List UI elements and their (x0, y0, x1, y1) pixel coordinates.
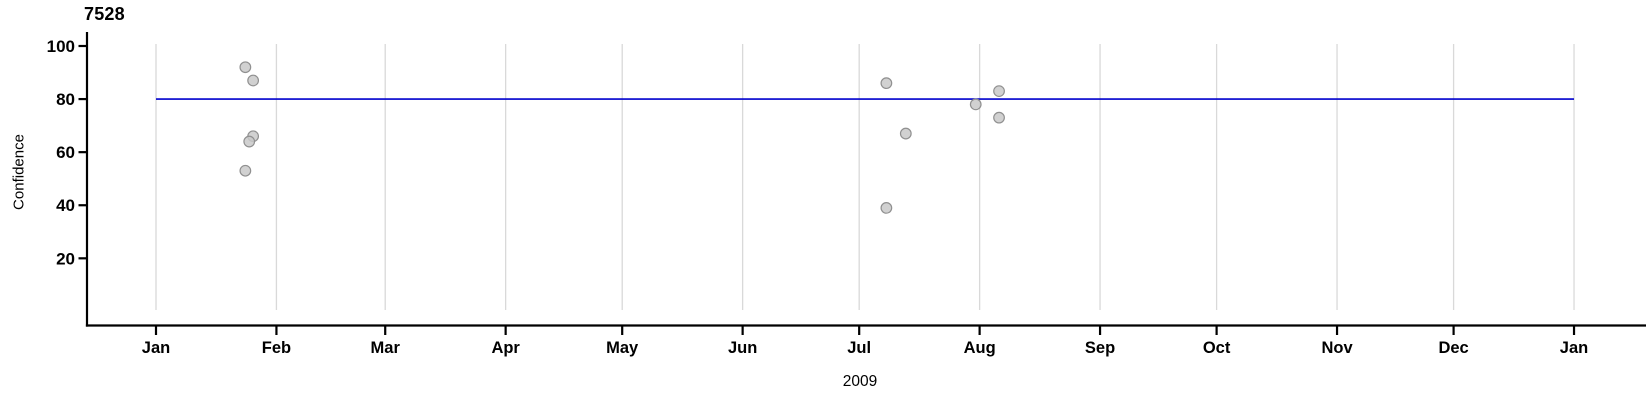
data-point-3 (243, 135, 256, 148)
data-point-0 (239, 61, 252, 74)
data-point-1 (247, 74, 260, 87)
data-point-7 (899, 127, 912, 140)
x-tick-label-jun-5: Jun (728, 339, 757, 357)
data-point-4 (239, 164, 252, 177)
data-point-6 (880, 201, 893, 214)
y-tick-label-100: 100 (47, 37, 75, 56)
x-axis-year-label: 2009 (842, 373, 878, 390)
x-tick-label-jan-0: Jan (142, 339, 170, 357)
y-tick-label-40: 40 (56, 196, 75, 215)
x-tick-label-aug-7: Aug (964, 339, 996, 357)
x-tick-label-nov-10: Nov (1321, 339, 1353, 357)
data-point-9 (993, 85, 1005, 98)
data-point-8 (969, 98, 982, 111)
x-tick-label-may-4: May (606, 339, 639, 357)
x-tick-label-oct-9: Oct (1203, 339, 1231, 357)
x-tick-label-dec-11: Dec (1438, 339, 1468, 357)
x-tick-label-apr-3: Apr (491, 339, 520, 357)
y-tick-label-20: 20 (56, 249, 75, 268)
plot-title: 7528 (84, 4, 125, 24)
x-tick-label-jan-12: Jan (1560, 339, 1588, 357)
x-tick-label-mar-2: Mar (371, 339, 401, 357)
y-tick-label-80: 80 (56, 90, 75, 109)
y-axis-label: Confidence (10, 134, 28, 210)
data-point-5 (880, 77, 893, 90)
data-point-10 (993, 111, 1005, 124)
y-tick-label-60: 60 (56, 143, 75, 162)
x-tick-label-jul-6: Jul (847, 339, 871, 357)
x-tick-label-feb-1: Feb (262, 339, 291, 357)
x-tick-label-sep-8: Sep (1085, 339, 1115, 357)
